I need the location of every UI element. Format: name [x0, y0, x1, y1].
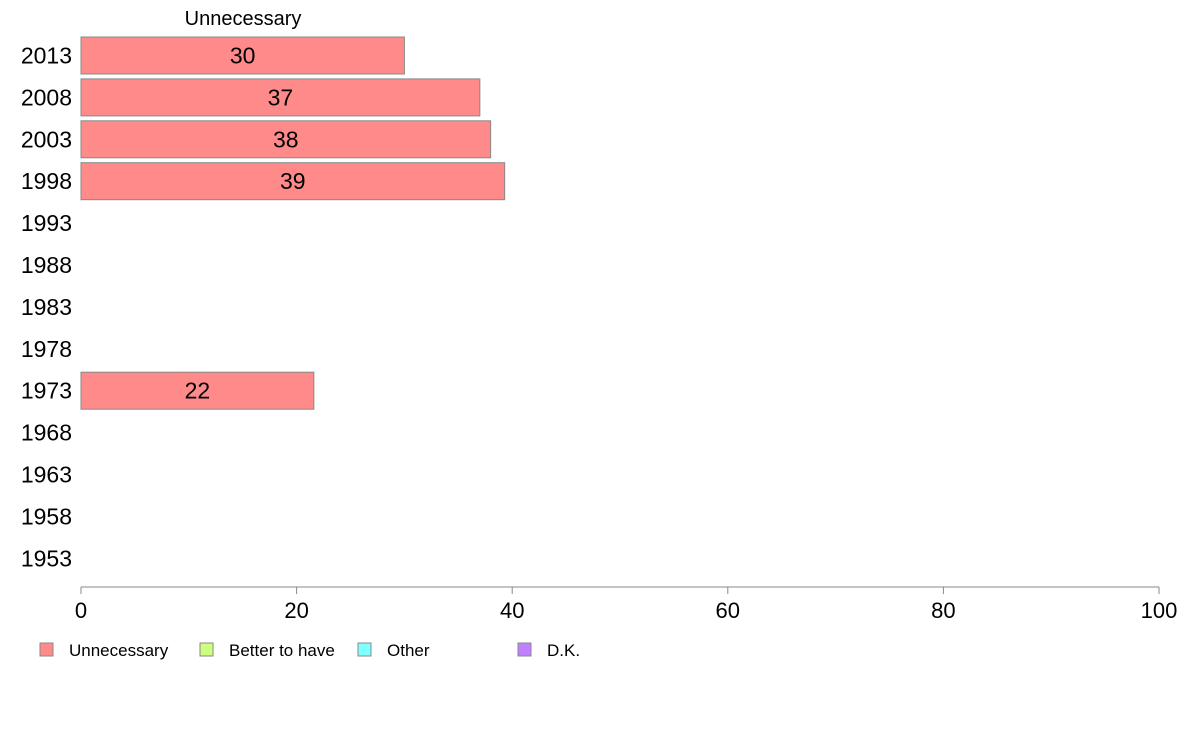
category-label-2008: 2008 — [21, 84, 72, 110]
category-label-1988: 1988 — [21, 252, 72, 278]
category-label-2013: 2013 — [21, 43, 72, 69]
series-header: Unnecessary — [185, 8, 302, 30]
category-label-1998: 1998 — [21, 168, 72, 194]
data-label-2013: 30 — [230, 43, 256, 69]
category-label-2003: 2003 — [21, 126, 72, 152]
bar-2013 — [80, 36, 405, 75]
x-tick-label-80: 80 — [931, 598, 955, 623]
x-tick-label-20: 20 — [284, 598, 308, 623]
data-label-1973: 22 — [185, 378, 211, 404]
bar-1973 — [80, 371, 315, 410]
category-label-1973: 1973 — [21, 378, 72, 404]
legend-swatch-0 — [39, 642, 54, 657]
x-tick-label-60: 60 — [716, 598, 740, 623]
data-label-2008: 37 — [268, 84, 294, 110]
legend-label-3: D.K. — [547, 641, 580, 660]
legend-label-0: Unnecessary — [69, 641, 169, 660]
x-tick-label-40: 40 — [500, 598, 524, 623]
category-labels: 2013 2008 2003 1998 1993 1988 1983 1978 1973 1968… — [21, 43, 72, 572]
category-label-1963: 1963 — [21, 462, 72, 488]
category-label-1978: 1978 — [21, 336, 72, 362]
legend-label-2: Other — [387, 641, 430, 660]
legend-swatch-3 — [517, 642, 532, 657]
bars-group: 30 37 38 39 22 — [80, 36, 506, 410]
legend-swatch-1 — [199, 642, 214, 657]
x-axis: 0 20 40 60 80 100 — [75, 586, 1178, 623]
bar-2008 — [80, 78, 481, 117]
data-label-2003: 38 — [273, 126, 299, 152]
legend-swatch-2 — [357, 642, 372, 657]
category-label-1968: 1968 — [21, 420, 72, 446]
x-tick-label-0: 0 — [75, 598, 87, 623]
category-label-1983: 1983 — [21, 294, 72, 320]
bar-2003 — [80, 120, 492, 159]
category-label-1953: 1953 — [21, 545, 72, 571]
data-label-1998: 39 — [280, 168, 306, 194]
category-label-1958: 1958 — [21, 503, 72, 529]
x-tick-label-100: 100 — [1141, 598, 1178, 623]
legend: Unnecessary Better to have Other D.K. — [39, 641, 580, 660]
bar-1998 — [80, 162, 506, 201]
category-label-1993: 1993 — [21, 210, 72, 236]
legend-label-1: Better to have — [229, 641, 335, 660]
